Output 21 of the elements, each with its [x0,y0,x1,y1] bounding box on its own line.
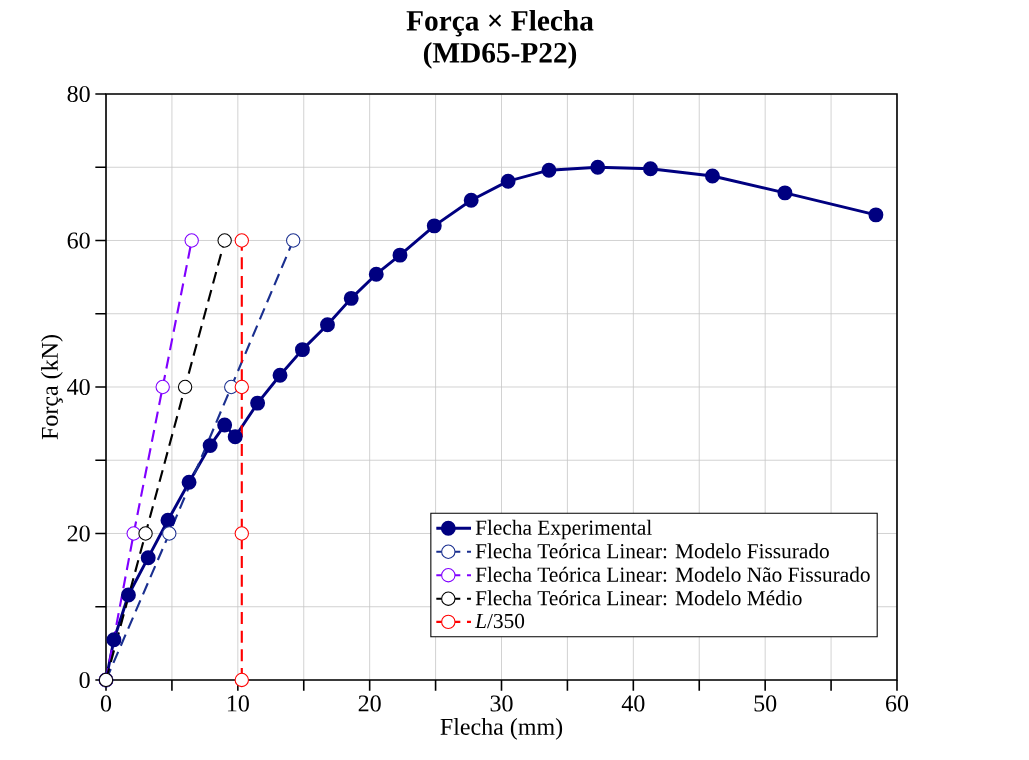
legend-label: Flecha Experimental [475,519,652,540]
legend-label: Flecha Teórica Linear: Modelo Fissurado [475,543,829,559]
legend-label: Flecha Teórica Linear: Modelo Não Fissurado [475,566,870,582]
legend-label: Flecha Teórica Linear: Modelo Médio [475,590,802,606]
y-tick-label: 20 [67,525,90,542]
x-tick-label: 50 [754,695,777,712]
x-tick-label: 60 [886,695,909,712]
y-axis-title: Força (kN) [41,335,63,440]
x-tick-label: 20 [358,695,381,712]
y-tick-label: 0 [79,671,90,689]
x-tick-label: 0 [100,695,112,712]
chart-subtitle: (MD65-P22) [423,42,577,69]
x-tick-label: 30 [490,695,513,712]
x-tick-label: 40 [621,695,645,712]
x-tick-label: 10 [227,695,249,712]
chart-title: Força × Flecha [406,10,594,37]
y-tick-label: 80 [67,85,90,103]
y-tick-label: 60 [67,232,90,249]
y-tick-label: 40 [67,378,90,396]
legend-label: L/350 [474,613,525,629]
x-axis-title: Flecha (mm) [440,718,563,740]
